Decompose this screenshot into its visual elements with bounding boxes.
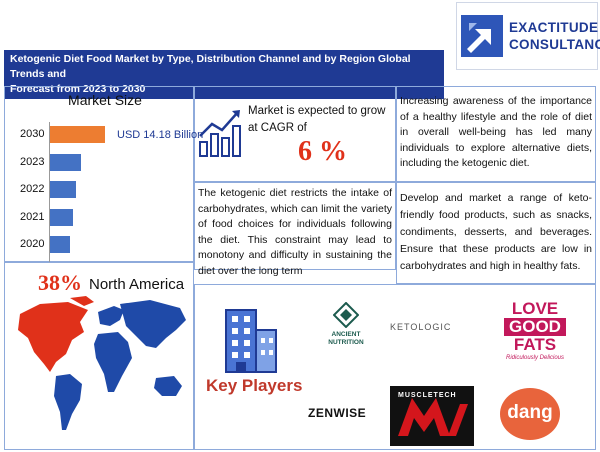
cagr-text: Market is expected to grow at CAGR of bbox=[248, 105, 386, 134]
opportunities-panel bbox=[396, 182, 596, 284]
region-name: North America bbox=[89, 276, 185, 293]
bar-label-2021: 2021 bbox=[20, 210, 45, 223]
cagr-panel bbox=[194, 86, 396, 182]
market-size-title: Market Size bbox=[68, 92, 142, 108]
lgf-line3: FATS bbox=[513, 335, 557, 354]
bar-2021 bbox=[50, 208, 73, 226]
muscletech-icon bbox=[398, 398, 468, 436]
lgf-tagline: Ridiculously Delicious bbox=[505, 355, 565, 361]
cagr-value: 6 % bbox=[298, 136, 347, 167]
bar-label-2020: 2020 bbox=[20, 238, 45, 250]
ancient-nutrition-logo: ANCIENT NUTRITION bbox=[316, 301, 376, 347]
bar-2020 bbox=[50, 236, 70, 253]
region-percent: 38% bbox=[38, 270, 82, 295]
muscletech-logo: MUSCLETECH bbox=[390, 386, 474, 446]
growth-chart-icon bbox=[198, 108, 244, 163]
logo-line1: EXACTITUDE bbox=[509, 20, 599, 35]
chart-axis bbox=[49, 122, 50, 262]
opportunities-text: Develop and market a range of keto-frien… bbox=[400, 192, 592, 272]
bar-2023 bbox=[50, 153, 81, 171]
dang-logo: dang bbox=[500, 388, 560, 440]
lgf-line1: LOVE bbox=[511, 299, 559, 318]
drivers-text: Increasing awareness of the importance o… bbox=[400, 95, 592, 170]
market-size-panel bbox=[4, 86, 194, 262]
drivers-panel bbox=[396, 86, 596, 182]
love-good-fats-logo: LOVE GOOD FATS Ridiculously Delicious bbox=[496, 300, 574, 362]
key-players-panel bbox=[194, 284, 596, 450]
restraints-panel bbox=[194, 182, 396, 270]
lgf-line2: GOOD bbox=[504, 318, 566, 336]
zenwise-logo: ZENWISE bbox=[308, 406, 367, 420]
logo-line2: CONSULTANCY bbox=[509, 37, 600, 52]
ancient-line2: NUTRITION bbox=[328, 339, 364, 346]
exactitude-logo: EXACTITUDE CONSULTANCY bbox=[456, 2, 600, 70]
region-panel bbox=[4, 262, 194, 450]
bar-label-2022: 2022 bbox=[20, 183, 45, 195]
ketologic-logo: KETOLOGIC bbox=[390, 322, 452, 332]
ancient-nutrition-icon bbox=[332, 301, 360, 329]
bar-2022 bbox=[50, 181, 76, 198]
bar-2030 bbox=[50, 126, 105, 143]
muscletech-text: MUSCLETECH bbox=[398, 392, 457, 399]
bar-label-2030: 2030 bbox=[20, 128, 45, 140]
world-map-icon bbox=[10, 296, 190, 451]
ancient-line1: ANCIENT bbox=[331, 331, 361, 338]
title-line1: Ketogenic Diet Food Market by Type, Dist… bbox=[10, 53, 411, 80]
highlight-value-label: USD 14.18 Billion bbox=[117, 129, 204, 141]
building-icon bbox=[218, 300, 282, 379]
bar-label-2023: 2023 bbox=[20, 155, 45, 168]
exactitude-logo-icon bbox=[461, 15, 503, 57]
restraints-text: The ketogenic diet restricts the intake … bbox=[198, 187, 392, 277]
key-players-label: Key Players bbox=[206, 376, 303, 395]
